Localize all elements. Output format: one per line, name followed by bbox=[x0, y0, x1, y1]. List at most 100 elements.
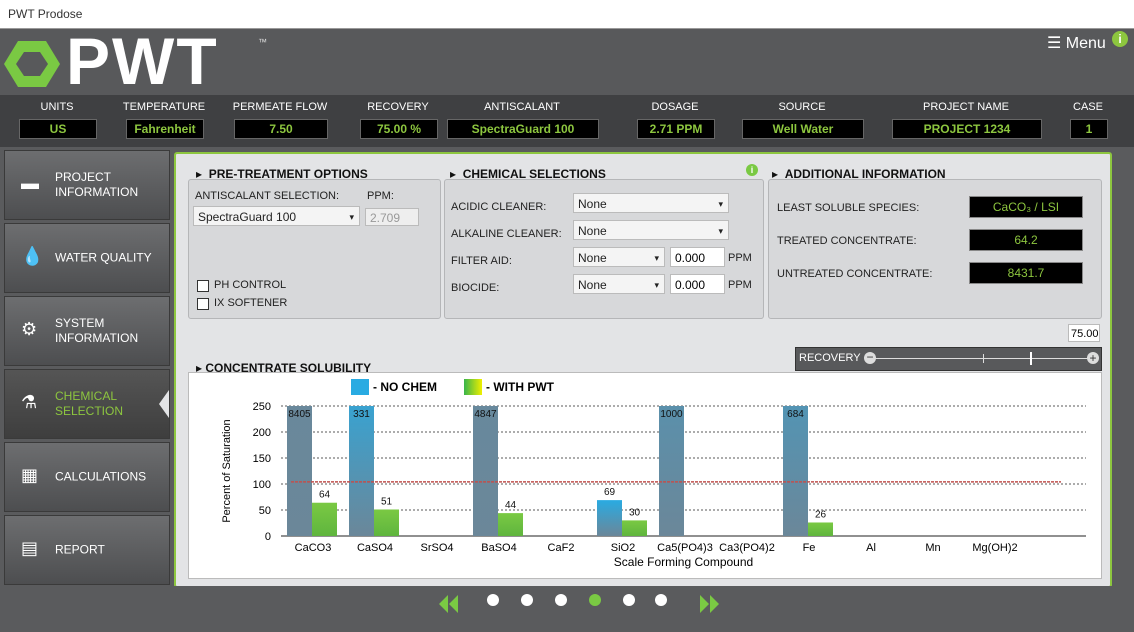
select-value[interactable]: None bbox=[578, 224, 607, 238]
additional-panel: LEAST SOLUBLE SPECIES: CaCO₃ / LSI TREATED… bbox=[768, 179, 1102, 319]
data-label: 8405 bbox=[288, 409, 311, 420]
status-label: DOSAGE bbox=[651, 101, 699, 113]
x-tick-label: CaF2 bbox=[548, 542, 575, 554]
info-icon[interactable]: i bbox=[1112, 31, 1128, 47]
slider-thumb[interactable] bbox=[1030, 352, 1032, 365]
recovery-slider[interactable]: RECOVERY − + bbox=[795, 347, 1102, 371]
title-bar: PWT Prodose bbox=[0, 0, 1134, 29]
select-value[interactable]: None bbox=[578, 197, 607, 211]
nav-item[interactable]: ▬ PROJECT INFORMATION bbox=[4, 150, 170, 220]
nav-icon[interactable]: ⚗ bbox=[21, 392, 38, 412]
chart-title: ▸ CONCENTRATE SOLUBILITY bbox=[196, 361, 372, 375]
nav-item[interactable]: ▤ REPORT bbox=[4, 515, 170, 585]
nav-icon[interactable]: ▦ bbox=[21, 465, 39, 485]
header: PWT ™ ☰ Menu i bbox=[0, 24, 1134, 98]
checkbox[interactable] bbox=[197, 280, 209, 292]
slider-track bbox=[871, 358, 1093, 359]
select[interactable]: None bbox=[573, 193, 729, 214]
menu-label[interactable]: Menu bbox=[1065, 35, 1106, 52]
pretreatment-title-text: PRE-TREATMENT OPTIONS bbox=[208, 167, 368, 181]
legend-swatch bbox=[351, 379, 369, 395]
chemicals-title: ▸ CHEMICAL SELECTIONS bbox=[450, 167, 606, 181]
antiscalant-select[interactable]: SpectraGuard 100 bbox=[193, 206, 360, 227]
trademark: ™ bbox=[258, 37, 267, 47]
x-tick-label: BaSO4 bbox=[481, 542, 516, 554]
select[interactable]: None bbox=[573, 247, 665, 268]
x-tick-label: Mg(OH)2 bbox=[972, 542, 1017, 554]
page-dot[interactable] bbox=[521, 594, 533, 606]
field-label: BIOCIDE: bbox=[451, 282, 500, 294]
nav-icon[interactable]: ⚙ bbox=[21, 319, 38, 339]
page-dot[interactable] bbox=[589, 594, 601, 606]
next-arrow[interactable] bbox=[700, 595, 719, 613]
ppm-input[interactable]: 2.709 bbox=[365, 208, 419, 226]
slider-minus[interactable]: − bbox=[864, 351, 876, 364]
nav-item[interactable]: 💧 WATER QUALITY bbox=[4, 223, 170, 293]
amount-input[interactable]: 0.000 bbox=[670, 274, 725, 294]
data-label: 4847 bbox=[474, 409, 497, 420]
data-label: 51 bbox=[381, 496, 393, 507]
page-dot[interactable] bbox=[487, 594, 499, 606]
antiscalant-value[interactable]: SpectraGuard 100 bbox=[198, 210, 297, 224]
nav-label[interactable]: WATER QUALITY bbox=[55, 250, 152, 265]
nav-item[interactable]: ⚗ CHEMICAL SELECTION bbox=[4, 369, 170, 439]
page-dot[interactable] bbox=[555, 594, 567, 606]
nav-item[interactable]: ▦ CALCULATIONS bbox=[4, 442, 170, 512]
nav-icon[interactable]: ▤ bbox=[21, 538, 39, 558]
window-title: PWT Prodose bbox=[8, 7, 83, 21]
legend-label: - NO CHEM bbox=[373, 380, 437, 394]
data-label: 684 bbox=[787, 409, 804, 420]
status-value: Well Water bbox=[742, 119, 864, 139]
unit-label: PPM bbox=[728, 252, 752, 264]
y-tick-label: 0 bbox=[265, 531, 271, 543]
nav-label[interactable]: CHEMICAL SELECTION bbox=[55, 389, 124, 418]
menu-button[interactable]: ☰ Menu bbox=[1047, 35, 1106, 52]
slider-plus[interactable]: + bbox=[1087, 352, 1099, 364]
info-value: 64.2 bbox=[969, 229, 1083, 251]
recovery-value[interactable]: 75.00 bbox=[1071, 328, 1099, 340]
page-dot[interactable] bbox=[623, 594, 635, 606]
select-value[interactable]: None bbox=[578, 251, 607, 265]
checkbox-label[interactable]: PH CONTROL bbox=[214, 279, 287, 291]
plot bbox=[287, 406, 833, 536]
pretreatment-title: ▸ PRE-TREATMENT OPTIONS bbox=[196, 167, 368, 181]
nav-label[interactable]: PROJECT INFORMATION bbox=[55, 170, 139, 199]
recovery-label: RECOVERY bbox=[799, 352, 861, 364]
x-tick-label: Al bbox=[866, 542, 876, 554]
checkbox[interactable] bbox=[197, 298, 209, 310]
chart-title-text: CONCENTRATE SOLUBILITY bbox=[205, 361, 372, 375]
slider-tick bbox=[983, 354, 984, 363]
select[interactable]: None bbox=[573, 274, 665, 295]
select[interactable]: None bbox=[573, 220, 729, 241]
page-dot[interactable] bbox=[655, 594, 667, 606]
nav-icon[interactable]: 💧 bbox=[21, 246, 44, 266]
pretreatment-panel: ANTISCALANT SELECTION: PPM: SpectraGuard… bbox=[188, 179, 441, 319]
bar bbox=[597, 500, 622, 536]
info-icon[interactable]: i bbox=[746, 164, 758, 176]
status-label: RECOVERY bbox=[367, 101, 429, 113]
checkbox-label[interactable]: IX SOFTENER bbox=[214, 297, 288, 309]
status-value: SpectraGuard 100 bbox=[447, 119, 599, 139]
recovery-input[interactable]: 75.00 bbox=[1068, 324, 1100, 342]
nav-item[interactable]: ⚙ SYSTEM INFORMATION bbox=[4, 296, 170, 366]
nav-label[interactable]: SYSTEM INFORMATION bbox=[55, 316, 139, 345]
status-value: 1 bbox=[1070, 119, 1108, 139]
data-label: 26 bbox=[815, 509, 827, 520]
antiscalant-label: ANTISCALANT SELECTION: bbox=[195, 190, 340, 202]
amount-input[interactable]: 0.000 bbox=[670, 247, 725, 267]
x-tick-label: SiO2 bbox=[611, 542, 635, 554]
ppm-value[interactable]: 2.709 bbox=[370, 211, 401, 225]
y-tick-label: 100 bbox=[253, 479, 271, 491]
legend-label: - WITH PWT bbox=[486, 380, 555, 394]
nav-icon[interactable]: ▬ bbox=[21, 173, 39, 193]
nav-label[interactable]: REPORT bbox=[55, 542, 105, 557]
field-label: FILTER AID: bbox=[451, 255, 512, 267]
prev-arrow[interactable] bbox=[439, 595, 458, 613]
select-value[interactable]: None bbox=[578, 278, 607, 292]
status-label: PROJECT NAME bbox=[923, 101, 1009, 113]
status-value: PROJECT 1234 bbox=[892, 119, 1042, 139]
bar bbox=[783, 406, 808, 536]
bar bbox=[312, 502, 337, 536]
nav-label[interactable]: CALCULATIONS bbox=[55, 469, 147, 484]
